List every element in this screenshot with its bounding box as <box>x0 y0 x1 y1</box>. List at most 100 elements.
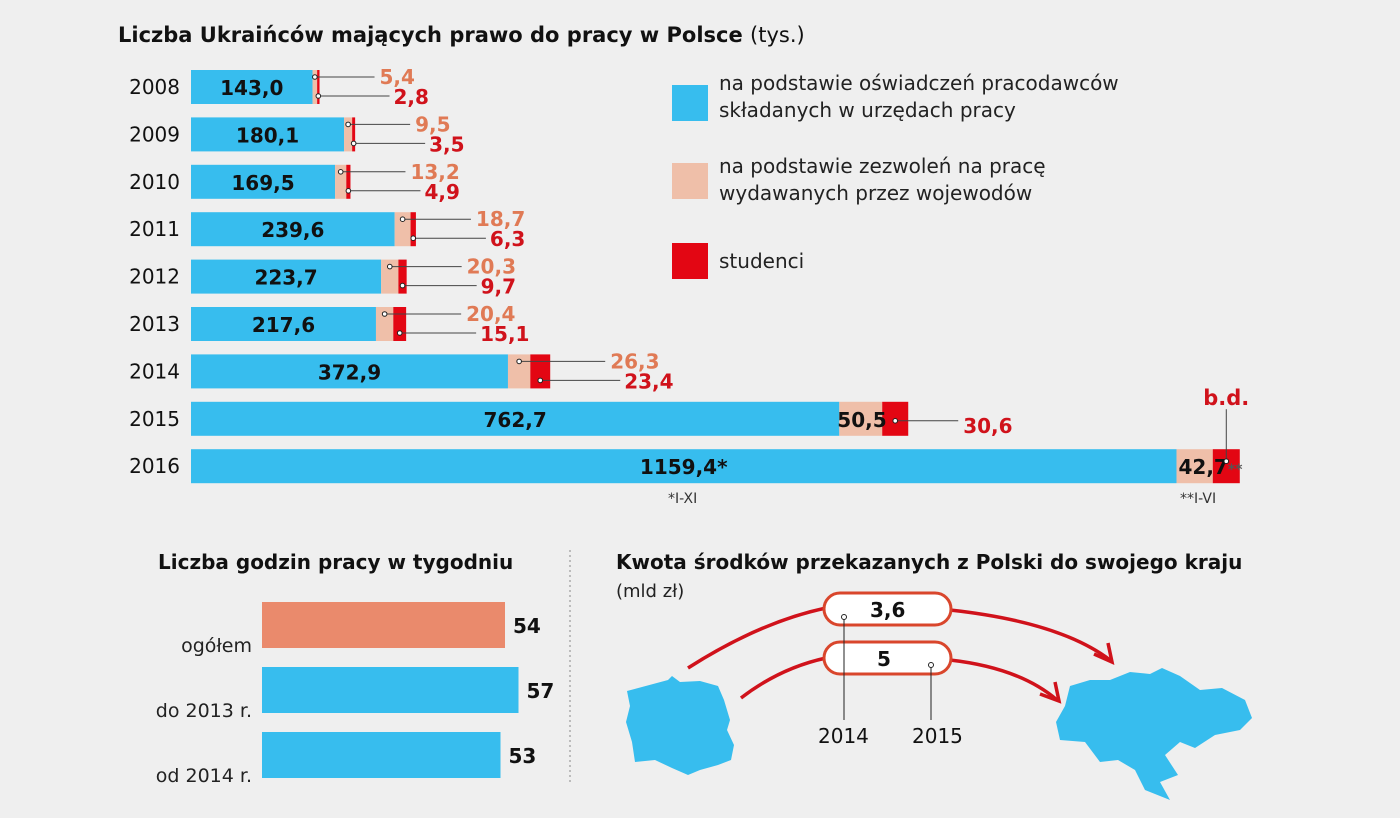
bar-segment-permits <box>381 259 399 294</box>
hours-chart-title: Liczba godzin pracy w tygodniu <box>158 550 513 574</box>
value-label-declarations: 239,6 <box>261 218 324 242</box>
bar-segment-students <box>530 354 551 389</box>
value-label-declarations: 762,7 <box>484 408 547 432</box>
bar-segment-students <box>346 164 351 199</box>
leader-dot <box>396 330 403 336</box>
bar-segment-declarations <box>191 449 1177 484</box>
value-label-declarations: 223,7 <box>254 266 317 290</box>
leader-dot <box>537 377 544 384</box>
legend-swatch-blue <box>672 85 708 121</box>
year-label: 2008 <box>129 75 180 99</box>
hours-bar <box>262 602 505 648</box>
footnote-2: **I-VI <box>1180 491 1216 507</box>
leader-dot <box>337 169 344 175</box>
legend-swatch-pink <box>672 163 708 199</box>
legend: na podstawie oświadczeń pracodawców skła… <box>672 71 1119 279</box>
hours-bar <box>262 732 501 778</box>
value-label-students: 23,4 <box>624 369 673 393</box>
leader-dot <box>928 662 934 668</box>
arrowhead-icon <box>1039 681 1062 704</box>
bar-segment-permits <box>335 164 347 199</box>
leader-dot <box>350 140 357 147</box>
value-label-permits: 26,3 <box>610 349 659 373</box>
year-label: 2009 <box>129 122 180 146</box>
bar-segment-permits <box>507 354 531 389</box>
value-label-declarations: 217,6 <box>252 313 315 337</box>
footnote-1: *I-XI <box>668 491 697 507</box>
hours-value-label: 54 <box>513 614 541 638</box>
bar-segment-students <box>352 117 356 152</box>
year-label: 2014 <box>129 359 180 383</box>
year-label: 2013 <box>129 312 180 336</box>
value-2015: 5 <box>877 647 891 671</box>
value-label-declarations: 143,0 <box>220 76 283 100</box>
legend-swatch-red <box>672 243 708 279</box>
value-pill-2014 <box>822 591 953 627</box>
arrowhead-icon <box>1093 642 1115 665</box>
value-2014: 3,6 <box>870 598 905 622</box>
remittance-unit: (mld zł) <box>616 581 684 602</box>
leader-dot <box>1223 458 1230 465</box>
value-label-students: 3,5 <box>429 132 464 156</box>
arrow-2014-left <box>687 606 827 670</box>
leader-dot <box>386 263 393 270</box>
value-label-declarations: 1159,4* <box>640 455 728 479</box>
leader-dot <box>399 216 406 222</box>
value-label-permits: 20,3 <box>467 255 516 279</box>
year-2014: 2014 <box>818 724 869 748</box>
main-bar-chart: 2008 143,0 5,42,8 2009 180,1 9,53,5 2010 169,5 1… <box>129 65 1249 484</box>
remittance-title: Kwota środków przekazanych z Polski do s… <box>616 550 1242 574</box>
value-label-declarations: 180,1 <box>236 123 299 147</box>
hours-value-label: 53 <box>509 744 537 768</box>
value-label-students: 30,6 <box>963 414 1012 438</box>
legend-label: wydawanych przez wojewodów <box>719 181 1032 205</box>
bar-segment-students <box>393 307 407 341</box>
bar-segment-permits <box>312 70 318 104</box>
bar-segment-declarations <box>191 259 382 294</box>
value-label-permits: 42,7** <box>1178 455 1243 479</box>
bar-segment-declarations <box>191 117 345 152</box>
bar-segment-permits <box>394 212 411 247</box>
value-label-permits: 18,7 <box>476 207 525 231</box>
value-label-students: 2,8 <box>394 85 429 109</box>
hours-category-label: od 2014 r. <box>156 765 252 787</box>
legend-label: na podstawie oświadczeń pracodawców <box>719 71 1119 95</box>
value-label-declarations: 169,5 <box>231 171 294 195</box>
leader-dot <box>315 93 322 99</box>
bar-segment-permits <box>375 307 394 341</box>
hours-category-label: ogółem <box>181 635 252 657</box>
bar-segment-permits <box>344 117 353 152</box>
year-label: 2012 <box>129 265 180 289</box>
value-label-permits: 5,4 <box>380 65 415 89</box>
remittance-graphic: 3,6 5 2014 2015 <box>626 591 1252 800</box>
leader-dot <box>399 282 406 289</box>
leader-dot <box>516 358 522 365</box>
value-label-permits: 9,5 <box>415 112 450 136</box>
bar-segment-declarations <box>191 164 336 199</box>
ukraine-map-icon <box>1056 668 1252 800</box>
year-label: 2016 <box>129 454 180 478</box>
value-label-students: 15,1 <box>480 322 529 346</box>
leader-dot <box>345 121 351 128</box>
legend-label: składanych w urzędach pracy <box>719 98 1016 122</box>
bar-segment-declarations <box>191 212 395 247</box>
value-label-students: 4,9 <box>424 180 459 204</box>
value-label-students: 6,3 <box>490 227 525 251</box>
legend-label: na podstawie zezwoleń na pracę <box>719 154 1046 178</box>
value-label-declarations: 372,9 <box>318 360 381 384</box>
value-pill-2015 <box>822 640 953 676</box>
arrow-2014-right <box>949 608 1112 662</box>
main-chart-title: Liczba Ukraińców mających prawo do pracy… <box>118 23 805 47</box>
bar-segment-permits <box>839 401 883 436</box>
hours-bar-chart: ogółem 54 do 2013 r. 57 od 2014 r. 53 <box>156 602 554 787</box>
year-label: 2010 <box>129 170 180 194</box>
leader-dot <box>892 418 899 424</box>
bar-segment-declarations <box>191 70 313 104</box>
year-label: 2015 <box>129 407 180 431</box>
bar-segment-declarations <box>191 354 508 389</box>
leader-dot <box>381 311 388 317</box>
value-label-permits: 20,4 <box>466 302 515 326</box>
arrow-2015-left <box>739 656 827 700</box>
arrow-2015-right <box>949 658 1059 702</box>
